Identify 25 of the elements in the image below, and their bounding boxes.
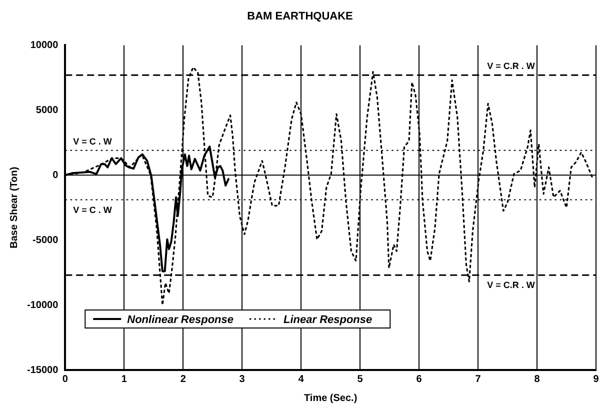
ref-line-label: V = C . W — [73, 136, 112, 146]
y-tick-label: -15000 — [26, 364, 59, 376]
x-tick-label: 8 — [534, 374, 540, 385]
x-tick-label: 2 — [180, 374, 186, 385]
y-tick-label: 5000 — [36, 104, 59, 116]
x-tick-label: 6 — [416, 374, 422, 385]
y-axis-title: Base Shear (Ton) — [8, 166, 20, 248]
ref-line-label: V = C.R . W — [487, 280, 536, 290]
x-tick-label: 4 — [298, 374, 304, 385]
ref-line-label: V = C.R . W — [487, 61, 536, 72]
x-tick-label: 9 — [593, 374, 600, 385]
x-tick-label: 1 — [121, 374, 128, 385]
y-tick-label: -5000 — [32, 234, 59, 246]
y-tick-label: 10000 — [30, 40, 59, 51]
chart-title: BAM EARTHQUAKE — [247, 10, 353, 23]
x-tick-label: 3 — [239, 374, 246, 385]
x-tick-label: 0 — [62, 374, 68, 385]
x-tick-label: 7 — [475, 374, 482, 385]
x-tick-label: 5 — [357, 374, 364, 385]
y-tick-label: 0 — [52, 170, 59, 181]
x-axis-title: Time (Sec.) — [304, 392, 358, 404]
legend-label: Nonlinear Response — [127, 314, 234, 326]
y-tick-label: -10000 — [26, 300, 59, 311]
ref-line-label: V = C . W — [73, 204, 112, 215]
legend-label: Linear Response — [283, 314, 372, 326]
